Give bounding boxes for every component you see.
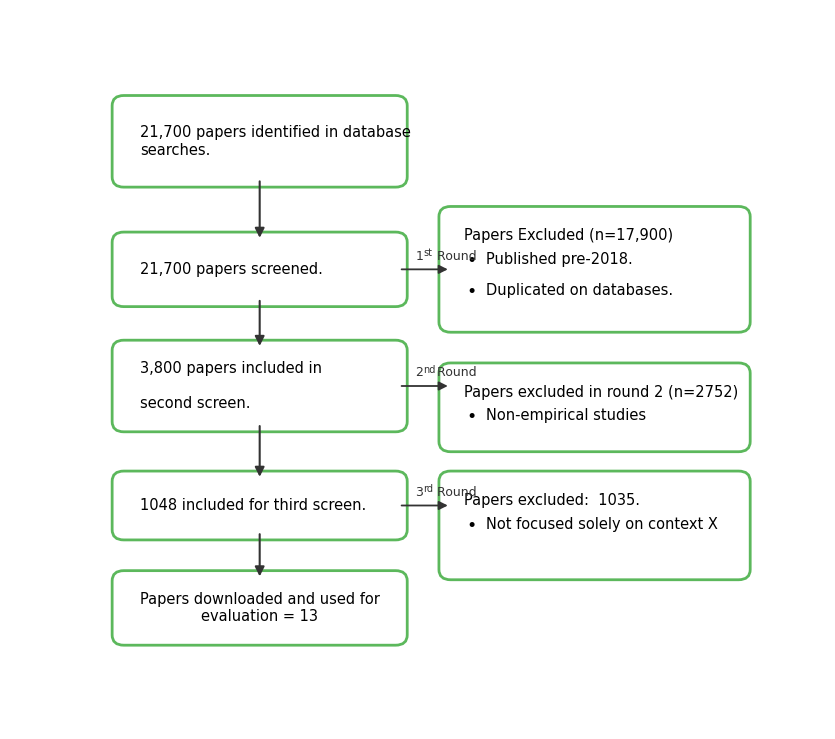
Text: Papers excluded in round 2 (n=2752): Papers excluded in round 2 (n=2752) <box>463 384 738 400</box>
Text: 2: 2 <box>415 366 423 379</box>
Text: •: • <box>467 252 477 270</box>
Text: •: • <box>467 283 477 302</box>
FancyBboxPatch shape <box>439 471 750 580</box>
FancyBboxPatch shape <box>112 232 407 307</box>
Text: Duplicated on databases.: Duplicated on databases. <box>486 283 673 299</box>
Text: 1048 included for third screen.: 1048 included for third screen. <box>140 498 367 513</box>
Text: 21,700 papers identified in database
searches.: 21,700 papers identified in database sea… <box>140 125 411 157</box>
FancyBboxPatch shape <box>439 206 750 333</box>
Text: Round: Round <box>433 486 477 499</box>
FancyBboxPatch shape <box>439 363 750 452</box>
Text: •: • <box>467 409 477 426</box>
Text: nd: nd <box>423 364 436 375</box>
FancyBboxPatch shape <box>112 571 407 645</box>
Text: Papers downloaded and used for
evaluation = 13: Papers downloaded and used for evaluatio… <box>139 592 380 624</box>
Text: 1: 1 <box>415 250 423 262</box>
Text: st: st <box>423 248 432 258</box>
Text: •: • <box>467 517 477 534</box>
Text: Papers Excluded (n=17,900): Papers Excluded (n=17,900) <box>463 228 673 243</box>
Text: Papers excluded:  1035.: Papers excluded: 1035. <box>463 493 640 508</box>
Text: Round: Round <box>433 366 477 379</box>
Text: rd: rd <box>423 484 433 494</box>
Text: Non-empirical studies: Non-empirical studies <box>486 409 646 423</box>
Text: 21,700 papers screened.: 21,700 papers screened. <box>140 262 323 277</box>
Text: 3: 3 <box>415 486 423 499</box>
FancyBboxPatch shape <box>112 95 407 187</box>
Text: Published pre-2018.: Published pre-2018. <box>486 252 633 267</box>
Text: Round: Round <box>433 250 477 262</box>
FancyBboxPatch shape <box>112 471 407 540</box>
Text: Not focused solely on context X: Not focused solely on context X <box>486 517 718 531</box>
Text: 3,800 papers included in

second screen.: 3,800 papers included in second screen. <box>140 361 322 411</box>
FancyBboxPatch shape <box>112 340 407 432</box>
